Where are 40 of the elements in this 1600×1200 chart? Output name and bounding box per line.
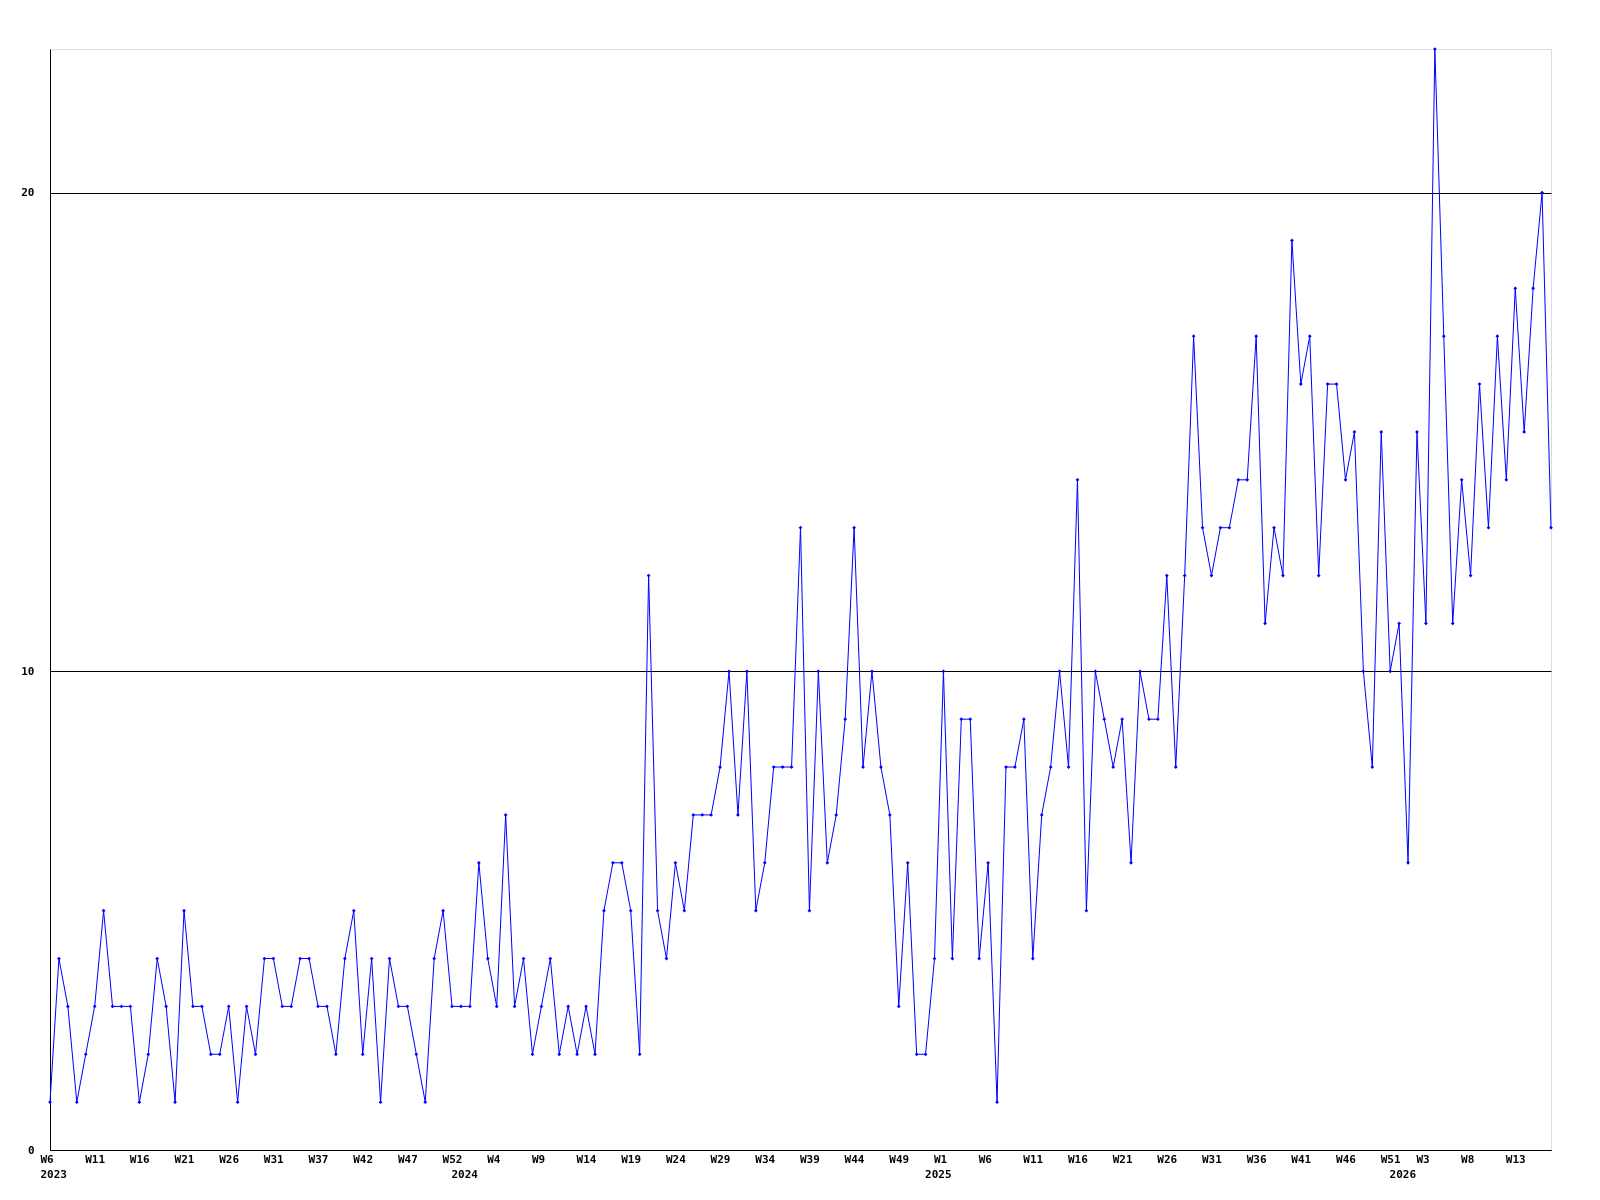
x-tick-label: W34: [755, 1152, 776, 1166]
x-tick-label: W26: [219, 1152, 240, 1166]
x-tick-label: W13: [1505, 1152, 1526, 1166]
y-tick-label: 10: [21, 664, 35, 678]
x-tick-label: 2026: [1389, 1167, 1417, 1181]
y-tick-label: 20: [21, 186, 35, 200]
x-tick-label: 2025: [925, 1167, 952, 1181]
x-tick-label: 2024: [451, 1167, 479, 1181]
x-tick-label: W42: [353, 1152, 374, 1166]
x-tick-label: W1: [933, 1152, 948, 1166]
x-tick-label: W26: [1157, 1152, 1178, 1166]
x-tick-label: W39: [799, 1152, 820, 1166]
x-tick-label: W51: [1380, 1152, 1401, 1166]
x-tick-label: W11: [85, 1152, 106, 1166]
y-tick-label: 0: [27, 1143, 35, 1157]
x-tick-label: W49: [889, 1152, 910, 1166]
x-tick-label: W21: [1112, 1152, 1133, 1166]
x-tick-label: W36: [1246, 1152, 1267, 1166]
x-tick-label: W19: [621, 1152, 642, 1166]
x-tick-label: W11: [1023, 1152, 1044, 1166]
x-tick-label: W31: [1201, 1152, 1223, 1166]
x-tick-label: W46: [1336, 1152, 1357, 1166]
x-tick-label: W21: [174, 1152, 195, 1166]
x-tick-label: W8: [1461, 1152, 1475, 1166]
x-tick-label: W24: [665, 1152, 687, 1166]
x-tick-label: W3: [1416, 1152, 1430, 1166]
x-tick-label: W31: [263, 1152, 285, 1166]
x-tick-label: W47: [397, 1152, 418, 1166]
x-tick-label: W37: [308, 1152, 329, 1166]
x-tick-label: W4: [487, 1152, 501, 1166]
x-tick-label: W29: [710, 1152, 731, 1166]
x-tick-label: W6 2023: [40, 1152, 67, 1181]
x-tick-label: W52: [442, 1152, 463, 1166]
x-tick-label: W14: [576, 1152, 597, 1166]
x-tick-label: W41: [1291, 1152, 1312, 1166]
x-tick-label: W16: [1067, 1152, 1089, 1166]
x-tick-label: W6: [978, 1152, 993, 1166]
x-tick-label: W16: [129, 1152, 151, 1166]
x-tick-label: W9: [531, 1152, 546, 1166]
x-tick-label: W44: [844, 1152, 865, 1166]
